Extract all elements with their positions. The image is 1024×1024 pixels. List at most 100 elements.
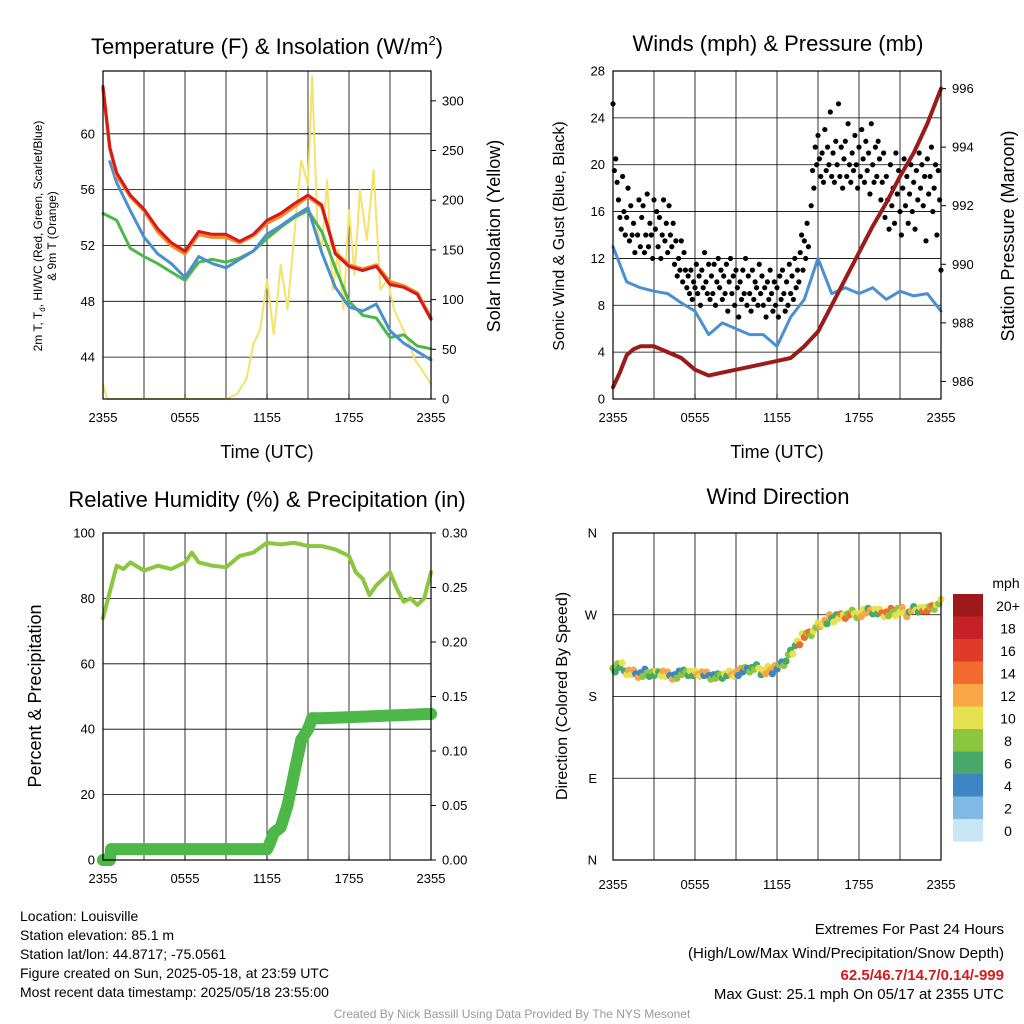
wind-gust-point: [696, 273, 702, 279]
precipitation-point: [306, 712, 319, 725]
wind-gust-point: [768, 290, 775, 297]
wind-gust-point: [811, 185, 817, 191]
wind-gust-point: [864, 167, 870, 174]
wind-gust-point: [887, 162, 894, 168]
wind-gust-point: [805, 244, 812, 250]
wind-gust-point: [799, 232, 805, 238]
wind-gust-point: [706, 261, 712, 267]
wind-gust-point: [838, 144, 844, 150]
speed-legend-swatch: [953, 706, 983, 729]
wind-gust-point: [842, 138, 848, 144]
temp-y2-tick-label: 300: [442, 93, 464, 108]
wind-gust-point: [650, 255, 656, 262]
speed-legend-swatch: [953, 594, 983, 617]
location-text: Location: Louisville: [20, 908, 139, 924]
wind-gust-point: [737, 279, 743, 285]
wind-gust-point: [901, 156, 907, 162]
rh-y-tick-label: 40: [81, 722, 95, 737]
wind-gust-point: [781, 290, 787, 297]
wind-gust-point: [863, 138, 869, 144]
winds-title: Winds (mph) & Pressure (mb): [633, 31, 924, 56]
speed-legend-swatch: [953, 729, 983, 752]
wind-gust-point: [770, 308, 776, 314]
wind-gust-point: [617, 214, 623, 221]
wind-gust-point: [714, 279, 720, 285]
wind-gust-point: [830, 150, 836, 156]
wind-gust-point: [619, 173, 626, 180]
wind-gust-point: [639, 214, 645, 221]
wind-gust-point: [766, 296, 772, 303]
wind-gust-point: [760, 302, 766, 308]
wind-gust-point: [900, 185, 906, 191]
direction-point: [789, 650, 797, 658]
wind-gust-point: [676, 255, 682, 262]
wind-gust-point: [665, 249, 671, 256]
wind-gust-point: [654, 208, 660, 215]
wind-gust-point: [673, 238, 679, 244]
humidity-plot-frame: [102, 532, 432, 861]
wind-y2-tick-label: 992: [952, 198, 974, 213]
wind-gust-point: [733, 267, 739, 273]
wind-gust-point: [853, 162, 859, 168]
temp-x-tick-label: 2355: [89, 410, 118, 425]
temperature-series-red: [101, 84, 433, 321]
wind-gust-point: [926, 191, 932, 197]
wind-gust-point: [904, 173, 910, 180]
wind-gust-point: [920, 203, 926, 209]
precipitation-point: [105, 843, 118, 856]
dir-y-tick-label: E: [588, 771, 597, 786]
speed-legend-label: 20+: [996, 598, 1020, 614]
wind-gust-point: [923, 238, 929, 244]
direction-point: [796, 641, 804, 649]
winds-y-label: Sonic Wind & Gust (Blue, Black): [551, 121, 568, 350]
temp-y-tick-label: 60: [81, 126, 95, 141]
wind-gust-point: [788, 290, 794, 297]
dir-x-tick-label: 1155: [763, 877, 791, 892]
direction-title: Wind Direction: [706, 484, 849, 509]
wind-gust-point: [707, 296, 713, 303]
wind-gust-point: [785, 302, 791, 308]
wind-gust-point: [789, 273, 795, 279]
wind-gust-point: [803, 255, 809, 262]
speed-legend-label: 8: [1004, 733, 1012, 749]
wind-gust-point: [775, 314, 781, 320]
temp-y-tick-label: 44: [81, 350, 95, 365]
temperature-panel: Temperature (F) & Insolation (W/m2) 2355…: [31, 33, 504, 462]
recent-text: Most recent data timestamp: 2025/05/18 2…: [20, 984, 329, 1000]
wind-gust-point: [915, 197, 921, 203]
wind-gust-point: [909, 208, 915, 215]
wind-gust-point: [651, 197, 657, 203]
wind-gust-point: [831, 179, 838, 185]
wind-y-tick-label: 0: [598, 392, 605, 407]
max-gust-text: Max Gust: 25.1 mph On 05/17 at 2355 UTC: [713, 986, 1004, 1003]
dir-x-tick-label: 2355: [927, 877, 956, 892]
wind-gust-point: [879, 179, 885, 185]
speed-legend-label: 2: [1004, 801, 1012, 817]
wind-gust-point: [773, 302, 779, 308]
temp-y2-tick-label: 250: [442, 143, 464, 158]
wind-gust-point: [927, 173, 933, 180]
wind-gust-point: [778, 296, 784, 303]
speed-legend: mph 20+ 18 16 14 12 10 8 6 4 2 0: [953, 575, 1020, 842]
wind-gust-point: [852, 132, 858, 139]
wind-gust-point: [935, 167, 941, 174]
speed-legend-label: 16: [1000, 643, 1016, 659]
wind-gust-point: [719, 296, 725, 303]
wind-gust-point: [711, 261, 717, 267]
wind-gust-point: [896, 167, 902, 174]
wind-gust-point: [628, 203, 634, 209]
wind-gust-point: [662, 238, 668, 244]
wind-gust-point: [833, 138, 839, 144]
pressure-y-label: Station Pressure (Maroon): [998, 130, 1018, 341]
speed-legend-label: 0: [1004, 823, 1012, 839]
temperature-plot-frame: [102, 70, 432, 400]
wind-gust-point: [826, 162, 832, 168]
wind-gust-point: [723, 261, 730, 267]
wind-gust-point: [928, 144, 935, 150]
direction-y-label: Direction (Colored By Speed): [554, 592, 571, 800]
elevation-text: Station elevation: 85.1 m: [20, 927, 175, 943]
wind-gust-point: [871, 179, 877, 185]
speed-legend-swatch: [953, 751, 983, 774]
wind-gust-point: [932, 162, 939, 168]
wind-y-tick-label: 24: [591, 110, 605, 125]
